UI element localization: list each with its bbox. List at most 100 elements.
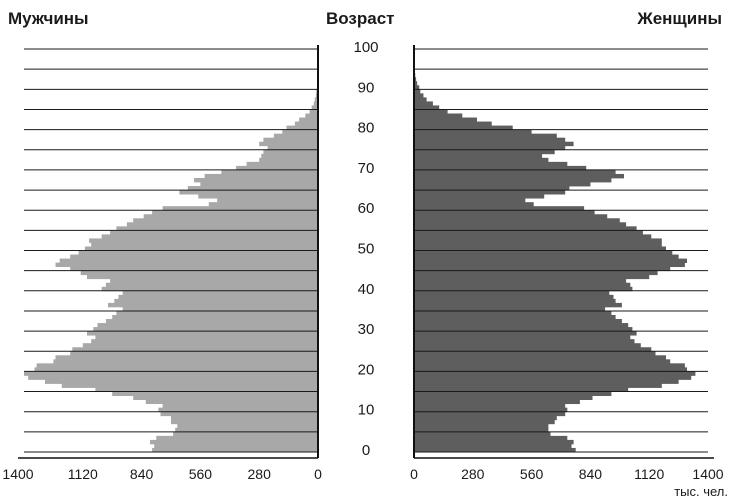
female-bar	[414, 173, 624, 179]
female-bar	[414, 133, 557, 139]
male-bar	[116, 226, 319, 231]
female-bar	[414, 121, 492, 126]
male-bar	[105, 319, 319, 324]
female-bar	[414, 359, 671, 364]
male-bar	[143, 214, 318, 219]
female-bar	[414, 367, 687, 372]
male-bar	[263, 149, 318, 155]
male-bar	[314, 97, 318, 102]
female-bar	[414, 258, 687, 263]
female-bar	[414, 355, 666, 360]
female-bar	[414, 250, 673, 255]
male-bar	[217, 198, 318, 203]
female-bar	[414, 129, 532, 135]
male-bar	[200, 182, 318, 187]
female-bar	[414, 383, 662, 388]
age-axis-label: Возраст	[326, 9, 395, 28]
male-bar	[311, 105, 318, 110]
male-bar	[221, 169, 318, 175]
male-bar	[70, 254, 318, 259]
male-bar	[171, 419, 318, 425]
male-bar	[236, 165, 318, 171]
female-x-tick-label: 840	[579, 466, 603, 482]
male-bar	[61, 383, 319, 388]
male-bar	[70, 266, 318, 272]
female-bar	[414, 81, 418, 86]
female-bar	[414, 294, 614, 300]
male-bar	[34, 367, 318, 372]
female-x-tick-label: 1400	[692, 466, 723, 482]
age-tick-label: 30	[358, 321, 375, 338]
male-bar	[108, 302, 318, 308]
female-bar	[414, 351, 656, 356]
male-bar	[101, 286, 318, 292]
female-bar	[414, 415, 557, 421]
male-bar	[133, 395, 318, 401]
female-label: Женщины	[637, 9, 722, 28]
male-bar	[171, 415, 318, 421]
age-tick-label: 100	[353, 39, 378, 56]
male-bar	[294, 121, 318, 126]
female-bar	[414, 302, 622, 308]
female-bar	[414, 274, 650, 280]
male-bar	[28, 375, 318, 380]
male-bar	[55, 355, 318, 360]
female-bar	[414, 314, 616, 320]
male-bar	[160, 411, 318, 417]
male-bar	[194, 177, 318, 183]
male-bar	[122, 290, 318, 296]
male-bar	[313, 101, 318, 106]
male-x-tick-label: 1120	[68, 466, 98, 482]
male-bar	[152, 210, 318, 215]
female-bar	[414, 327, 633, 332]
male-bar	[162, 403, 318, 409]
female-x-tick-label: 0	[410, 466, 418, 482]
male-bar	[116, 310, 319, 316]
male-bar	[286, 125, 318, 131]
female-bar	[414, 363, 685, 368]
male-bar	[150, 439, 318, 445]
female-bar	[414, 319, 622, 324]
male-bar	[162, 206, 318, 211]
male-x-tick-label: 1400	[2, 466, 33, 482]
male-bar	[309, 109, 318, 114]
female-bar	[414, 77, 417, 82]
female-bar	[414, 238, 662, 243]
female-bar	[414, 439, 574, 445]
female-bar	[414, 113, 463, 118]
female-bar	[414, 447, 576, 453]
male-bar	[59, 258, 318, 263]
male-bar	[175, 427, 318, 433]
female-bar	[414, 145, 566, 151]
female-bar	[414, 262, 685, 268]
male-bar	[78, 250, 318, 255]
female-bar	[414, 391, 612, 396]
male-bar	[36, 363, 318, 368]
female-bar	[414, 375, 692, 380]
male-bar	[110, 278, 318, 284]
male-bar	[97, 323, 318, 328]
male-bar	[101, 234, 318, 239]
female-bar	[414, 137, 566, 143]
female-bar	[414, 310, 612, 316]
unit-label: тыс. чел.	[674, 484, 728, 499]
female-bar	[414, 141, 574, 147]
male-bars	[24, 65, 319, 453]
female-bar	[414, 109, 448, 114]
age-tick-label: 0	[362, 442, 370, 459]
female-bar	[414, 403, 566, 409]
female-bar	[414, 298, 616, 304]
male-bar	[126, 222, 319, 227]
female-bar	[414, 85, 420, 90]
female-bar	[414, 419, 555, 425]
female-x-tick-label: 1120	[634, 466, 664, 482]
age-tick-label: 20	[358, 361, 375, 378]
age-tick-label: 50	[358, 240, 375, 257]
male-bar	[282, 129, 318, 135]
female-bar	[414, 399, 580, 405]
female-bar	[414, 282, 631, 288]
female-bar	[414, 222, 627, 227]
female-bar	[414, 169, 616, 175]
male-bar	[299, 117, 318, 122]
